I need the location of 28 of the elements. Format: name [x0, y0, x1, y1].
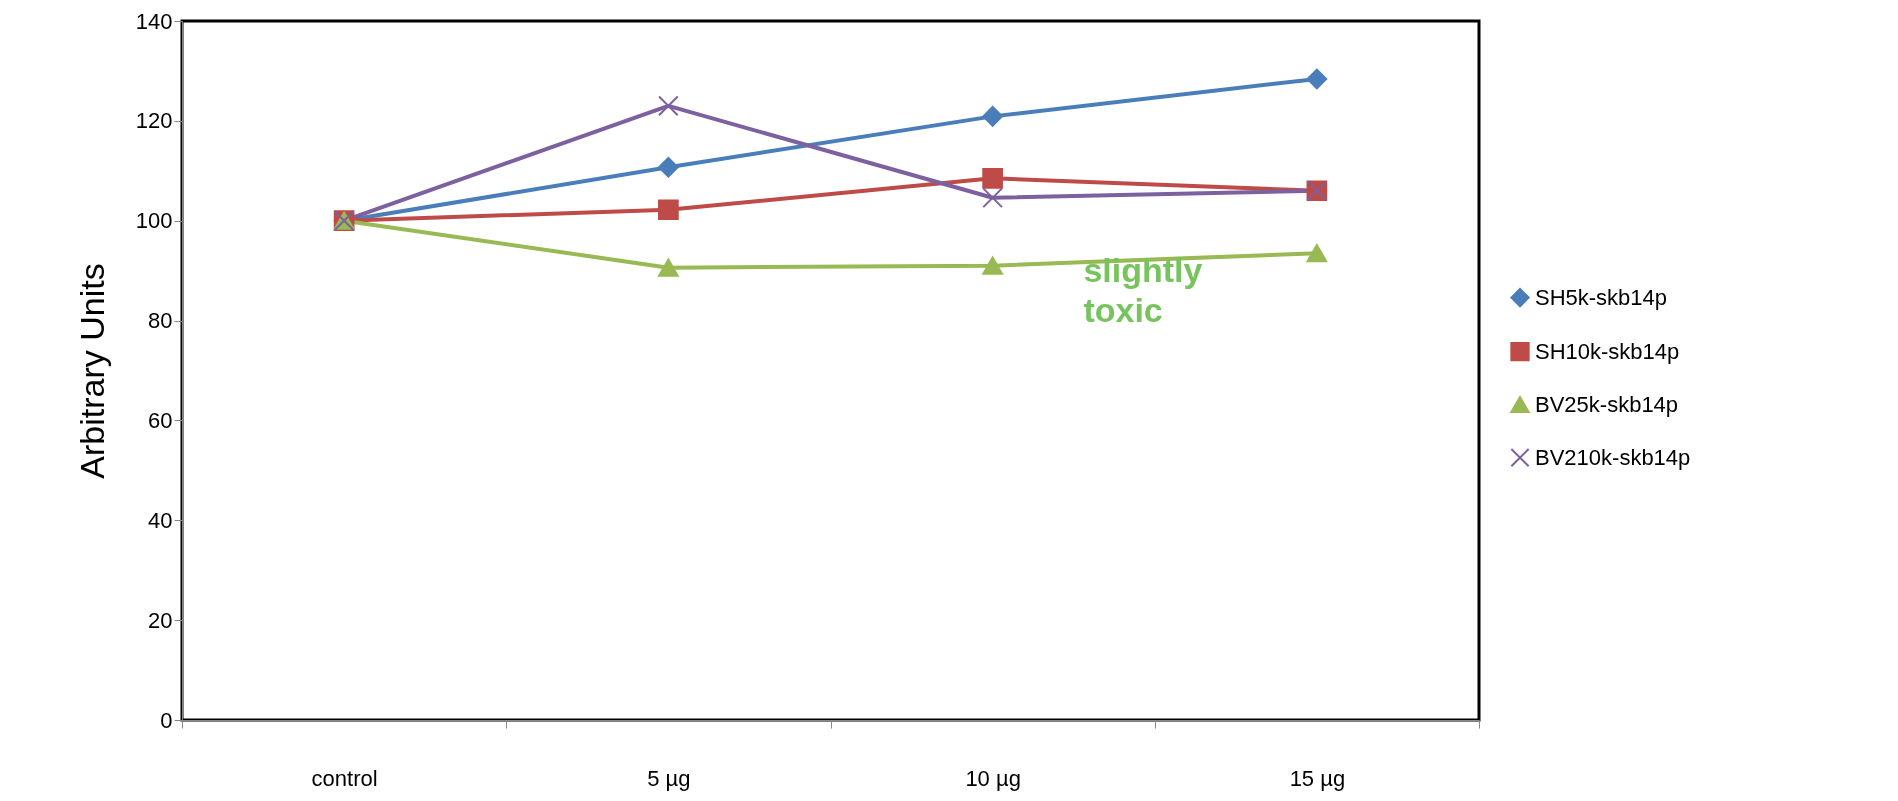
point [1306, 68, 1328, 90]
point [982, 106, 1003, 127]
annotation: slightly toxic [1083, 251, 1203, 330]
x-tick-label: 5 µg [647, 765, 691, 791]
x-tick-label: 15 µg [1289, 765, 1346, 791]
point [1306, 244, 1328, 263]
point [658, 156, 679, 178]
y-tick-label: 80 [148, 308, 173, 334]
x-tick-label: 10 µg [965, 765, 1021, 791]
x-tick-label: control [311, 765, 378, 791]
point [982, 187, 1003, 209]
legend-label: SH10k-skb14p [1535, 338, 1680, 364]
y-tick-label: 40 [148, 507, 173, 533]
y-tick-label: 120 [135, 108, 173, 134]
legend-label: BV210k-skb14p [1535, 444, 1691, 470]
point [658, 199, 679, 221]
point [658, 258, 679, 277]
y-tick-label: 0 [160, 707, 173, 733]
y-tick-label: 60 [148, 407, 173, 433]
legend-label: BV25k-skb14p [1535, 391, 1679, 417]
y-axis-title: Arbitrary Units [72, 263, 111, 479]
point [658, 95, 679, 117]
legend-label: SH5k-skb14p [1535, 284, 1668, 310]
point [982, 167, 1003, 189]
y-tick-label: 100 [135, 208, 173, 234]
y-tick-label: 20 [148, 607, 173, 633]
y-tick-label: 140 [135, 8, 173, 34]
point [982, 256, 1003, 275]
